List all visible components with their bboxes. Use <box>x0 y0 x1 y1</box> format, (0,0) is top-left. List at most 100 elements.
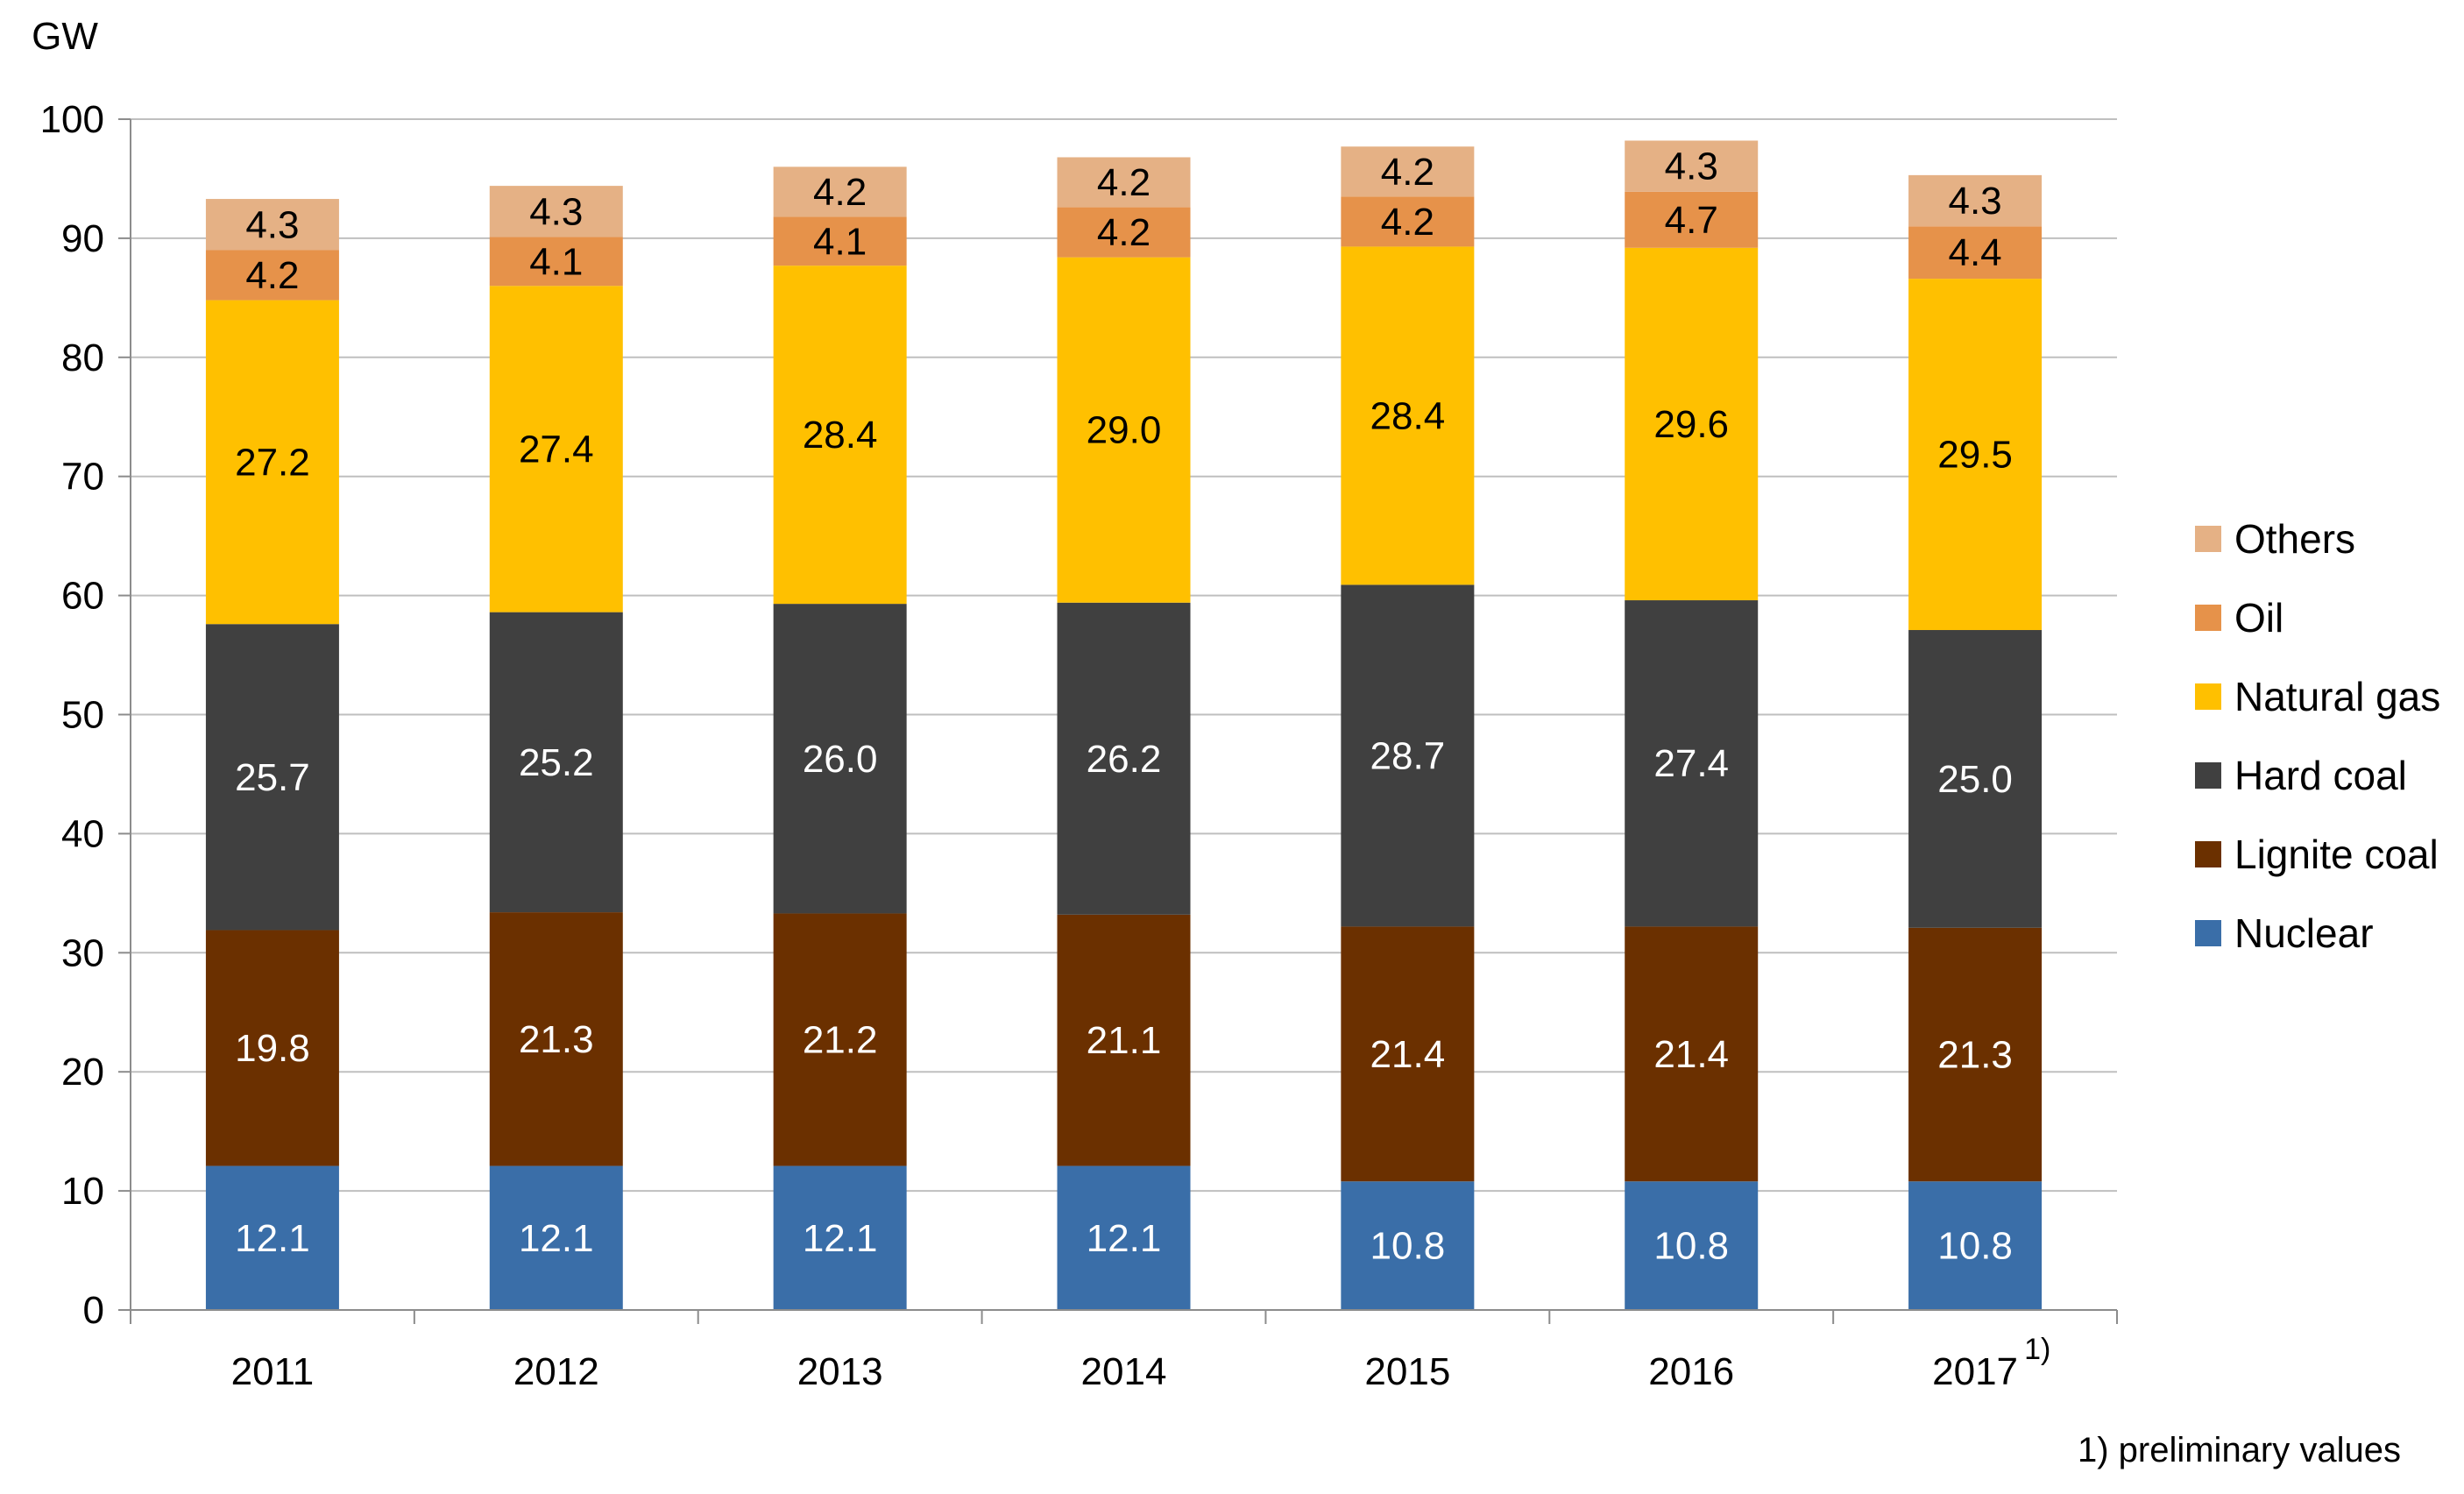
legend: Others Oil Natural gas Hard coal Lignite coa… <box>2195 516 2440 956</box>
data-label-nuclear: 10.8 <box>1937 1225 2013 1268</box>
bar-segment-lignite-coal <box>773 913 907 1166</box>
bar-segment-natural-gas <box>1625 247 1759 601</box>
data-label-lignite-coal: 21.2 <box>803 1019 878 1062</box>
data-label-others: 4.3 <box>1948 180 2001 223</box>
bar-stack-2013: 12.1 21.2 26.0 28.4 4.1 4.2 <box>773 166 907 1310</box>
y-axis-ticks: 0 10 20 30 40 50 60 70 80 90 100 <box>40 98 131 1332</box>
bar-segment-others <box>205 199 339 251</box>
data-label-hard-coal: 25.7 <box>235 756 310 799</box>
x-tick-label: 2016 <box>1648 1350 1734 1393</box>
bar-segment-lignite-coal <box>489 912 623 1166</box>
legend-label: Natural gas <box>2234 674 2440 719</box>
bars: 12.1 19.8 25.7 27.2 4.2 4.3 12.1 21.3 25.2 27.4 4.… <box>205 140 2043 1310</box>
legend-swatch <box>2195 605 2221 631</box>
legend-label: Nuclear <box>2234 910 2374 956</box>
data-label-nuclear: 12.1 <box>1087 1217 1162 1260</box>
bar-segment-nuclear <box>205 1165 339 1310</box>
bar-segment-lignite-coal <box>1625 926 1759 1182</box>
data-label-oil: 4.2 <box>1097 211 1151 254</box>
bar-segment-lignite-coal <box>205 930 339 1166</box>
y-tick-label: 0 <box>83 1289 104 1332</box>
data-label-hard-coal: 28.7 <box>1370 734 1446 777</box>
data-label-hard-coal: 26.0 <box>803 738 878 781</box>
bar-segment-oil <box>1908 226 2043 280</box>
y-tick-label: 10 <box>61 1170 104 1213</box>
y-tick-label: 20 <box>61 1051 104 1094</box>
bar-segment-natural-gas <box>773 266 907 605</box>
data-label-lignite-coal: 21.3 <box>1937 1033 2013 1076</box>
data-label-natural-gas: 27.4 <box>519 428 594 471</box>
x-tick-label: 2013 <box>797 1350 883 1393</box>
bar-segment-hard-coal <box>489 612 623 913</box>
data-label-oil: 4.1 <box>529 240 583 283</box>
x-tick-label: 2011 <box>231 1350 315 1393</box>
data-label-others: 4.2 <box>813 171 867 214</box>
data-label-oil: 4.2 <box>245 254 299 297</box>
legend-swatch <box>2195 683 2221 710</box>
y-tick-label: 60 <box>61 575 104 618</box>
x-tick-label: 2015 <box>1364 1350 1450 1393</box>
data-label-nuclear: 12.1 <box>235 1217 310 1260</box>
data-label-lignite-coal: 21.4 <box>1370 1033 1446 1076</box>
data-label-hard-coal: 25.0 <box>1937 758 2013 801</box>
data-label-oil: 4.2 <box>1381 201 1434 244</box>
data-label-others: 4.3 <box>1665 145 1718 188</box>
data-label-natural-gas: 27.2 <box>235 441 310 484</box>
data-label-others: 4.3 <box>245 203 299 246</box>
bar-segment-lignite-coal <box>1057 914 1191 1166</box>
legend-item-lignite-coal: Lignite coal <box>2195 832 2439 877</box>
data-label-natural-gas: 28.4 <box>803 414 878 457</box>
bar-stack-2016: 10.8 21.4 27.4 29.6 4.7 4.3 <box>1625 140 1759 1310</box>
bar-segment-oil <box>1341 196 1475 247</box>
bar-segment-natural-gas <box>1057 257 1191 603</box>
y-tick-label: 100 <box>40 98 104 141</box>
bar-segment-others <box>1908 174 2043 227</box>
legend-label: Hard coal <box>2234 753 2407 798</box>
bar-segment-others <box>1625 140 1759 192</box>
data-label-natural-gas: 29.5 <box>1937 434 2013 477</box>
legend-swatch <box>2195 762 2221 789</box>
data-label-others: 4.2 <box>1381 151 1434 194</box>
bar-segment-others <box>773 166 907 217</box>
bar-segment-oil <box>489 237 623 287</box>
legend-item-natural-gas: Natural gas <box>2195 674 2440 719</box>
data-label-nuclear: 12.1 <box>803 1217 878 1260</box>
x-tick-label: 2012 <box>513 1350 599 1393</box>
legend-item-oil: Oil <box>2195 595 2283 641</box>
bar-stack-2017: 10.8 21.3 25.0 29.5 4.4 4.3 <box>1908 174 2043 1310</box>
y-tick-label: 70 <box>61 456 104 499</box>
bar-segment-lignite-coal <box>1908 927 2043 1182</box>
bar-segment-nuclear <box>489 1165 623 1310</box>
data-label-lignite-coal: 21.1 <box>1087 1019 1162 1062</box>
legend-item-hard-coal: Hard coal <box>2195 753 2407 798</box>
footnote: 1) preliminary values <box>2078 1431 2401 1469</box>
bar-segment-oil <box>1057 207 1191 258</box>
data-label-others: 4.2 <box>1097 161 1151 204</box>
x-tick-footnote-mark: 1) <box>2024 1333 2050 1366</box>
bar-segment-hard-coal <box>205 624 339 931</box>
legend-item-nuclear: Nuclear <box>2195 910 2374 956</box>
bar-segment-natural-gas <box>489 286 623 612</box>
data-label-nuclear: 10.8 <box>1370 1225 1446 1268</box>
data-label-hard-coal: 26.2 <box>1087 738 1162 781</box>
y-tick-label: 50 <box>61 694 104 737</box>
data-label-others: 4.3 <box>529 190 583 233</box>
bar-segment-hard-coal <box>1625 600 1759 927</box>
legend-swatch <box>2195 920 2221 946</box>
y-axis-unit-label: GW <box>32 15 98 58</box>
bar-segment-oil <box>773 216 907 266</box>
bar-stack-2012: 12.1 21.3 25.2 27.4 4.1 4.3 <box>489 186 623 1310</box>
bar-stack-2014: 12.1 21.1 26.2 29.0 4.2 4.2 <box>1057 157 1191 1310</box>
x-tick-label: 2017 <box>1932 1350 2018 1393</box>
bar-stack-2015: 10.8 21.4 28.7 28.4 4.2 4.2 <box>1341 146 1475 1310</box>
data-label-lignite-coal: 21.4 <box>1653 1033 1729 1076</box>
legend-label: Lignite coal <box>2234 832 2439 877</box>
data-label-natural-gas: 29.6 <box>1653 403 1729 446</box>
data-label-oil: 4.4 <box>1948 231 2001 274</box>
bar-segment-lignite-coal <box>1341 926 1475 1182</box>
x-tick-label: 2014 <box>1081 1350 1167 1393</box>
bar-segment-nuclear <box>773 1165 907 1310</box>
y-tick-label: 80 <box>61 336 104 379</box>
